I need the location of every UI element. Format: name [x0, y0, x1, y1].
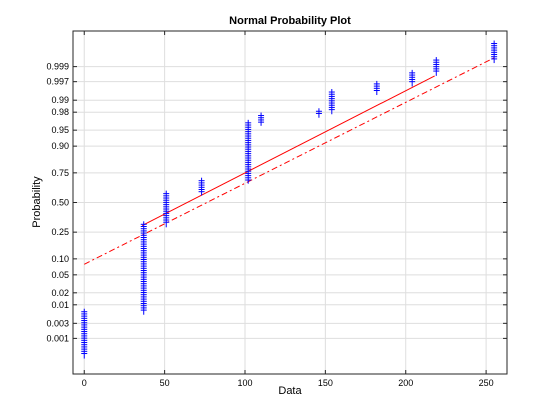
y-tick-label: 0.05 — [51, 270, 69, 280]
y-tick-label: 0.999 — [46, 62, 69, 72]
y-tick-label: 0.01 — [51, 300, 69, 310]
data-markers — [81, 40, 498, 359]
data-point-group — [163, 190, 170, 228]
data-point-group — [328, 89, 335, 115]
x-tick-label: 200 — [398, 378, 413, 388]
x-tick-label: 50 — [160, 378, 170, 388]
y-tick-label: 0.98 — [51, 107, 69, 117]
reference-line-fit — [141, 75, 435, 227]
x-axis-label: Data — [278, 385, 302, 397]
y-tick-label: 0.50 — [51, 198, 69, 208]
x-tick-label: 150 — [318, 378, 333, 388]
y-tick-label: 0.90 — [51, 141, 69, 151]
y-tick-label: 0.99 — [51, 95, 69, 105]
y-tick-label: 0.25 — [51, 227, 69, 237]
data-point-group — [433, 57, 440, 76]
data-point-group — [140, 221, 147, 315]
y-tick-label: 0.003 — [46, 318, 69, 328]
y-tick-label: 0.95 — [51, 125, 69, 135]
x-tick-label: 250 — [479, 378, 494, 388]
reference-line — [84, 57, 495, 265]
axis-ticks: 0 50 100 150 200 250 0.001 0.003 0.01 0.02 0.05 0.1… — [46, 31, 507, 388]
y-tick-label: 0.001 — [46, 333, 69, 343]
data-point-group — [315, 108, 322, 118]
data-point-group — [198, 177, 205, 196]
data-point-group — [491, 40, 498, 64]
y-axis-label: Probability — [31, 176, 43, 228]
reference-line-extension — [84, 57, 495, 265]
grid-lines — [73, 31, 507, 374]
data-point-group — [81, 308, 88, 359]
y-tick-label: 0.75 — [51, 168, 69, 178]
y-tick-label: 0.02 — [51, 288, 69, 298]
y-tick-label: 0.10 — [51, 254, 69, 264]
data-point-group — [245, 119, 252, 184]
data-point-group — [258, 112, 265, 126]
x-tick-label: 100 — [237, 378, 252, 388]
y-tick-label: 0.997 — [46, 77, 69, 87]
data-point-group — [409, 69, 416, 87]
chart-title: Normal Probability Plot — [229, 15, 351, 27]
x-tick-label: 0 — [82, 378, 87, 388]
data-point-group — [373, 80, 380, 96]
